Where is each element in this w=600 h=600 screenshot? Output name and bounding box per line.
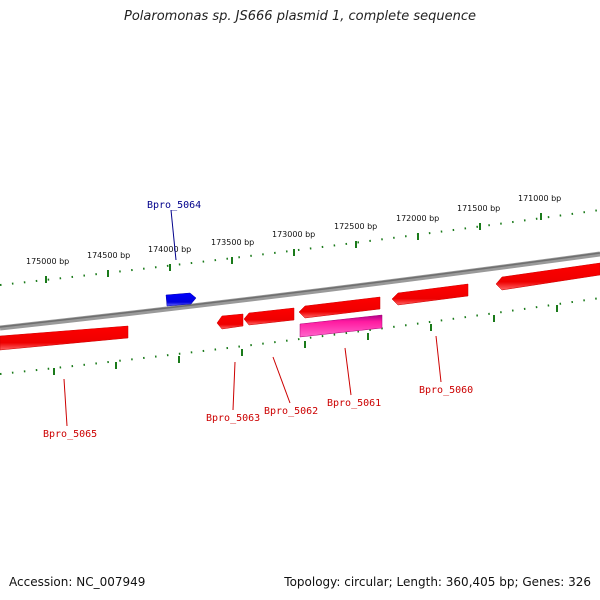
- lower-tick-track: [0, 297, 600, 375]
- upper-tick-track: [0, 209, 600, 286]
- major-ticks-lower: [53, 305, 558, 375]
- tick-label: 173000 bp: [272, 230, 315, 239]
- tick-label: 174000 bp: [148, 245, 191, 254]
- gene-labels: Bpro_5064 Bpro_5065 Bpro_5063 Bpro_5062 …: [43, 200, 473, 440]
- topology-summary: Topology: circular; Length: 360,405 bp; …: [284, 575, 591, 589]
- tick-labels: 175000 bp 174500 bp 174000 bp 173500 bp …: [26, 194, 561, 266]
- gene-bpro-5060[interactable]: [391, 283, 469, 306]
- tick-label: 172000 bp: [396, 214, 439, 223]
- map-title: Polaromonas sp. JS666 plasmid 1, complet…: [123, 9, 476, 24]
- gene-label-bpro-5061: Bpro_5061: [327, 398, 381, 409]
- gene-bpro-5064[interactable]: [165, 292, 197, 307]
- tick-label: 171500 bp: [457, 204, 500, 213]
- gene-label-bpro-5065: Bpro_5065: [43, 429, 97, 440]
- gene-bpro-5062[interactable]: [243, 307, 295, 326]
- gene-label-bpro-5060: Bpro_5060: [419, 385, 473, 396]
- tick-label: 173500 bp: [211, 238, 254, 247]
- tick-label: 172500 bp: [334, 222, 377, 231]
- gene-label-bpro-5064: Bpro_5064: [147, 200, 201, 211]
- gene-bpro-5063[interactable]: [216, 313, 244, 330]
- label-leaders: [63, 209, 442, 427]
- tick-label: 175000 bp: [26, 257, 69, 266]
- gene-bpro-5061[interactable]: [298, 296, 381, 319]
- gene-bpro-5065[interactable]: [0, 325, 129, 351]
- tick-label: 174500 bp: [87, 251, 130, 260]
- accession-text: Accession: NC_007949: [9, 575, 146, 589]
- gene-label-bpro-5063: Bpro_5063: [206, 413, 260, 424]
- gene-label-bpro-5062: Bpro_5062: [264, 406, 318, 417]
- tick-label: 171000 bp: [518, 194, 561, 203]
- feature-magenta[interactable]: [299, 314, 383, 338]
- sequence-backbone: [0, 251, 600, 331]
- major-ticks-upper: [45, 213, 542, 283]
- gene-unlabeled-right[interactable]: [495, 262, 600, 291]
